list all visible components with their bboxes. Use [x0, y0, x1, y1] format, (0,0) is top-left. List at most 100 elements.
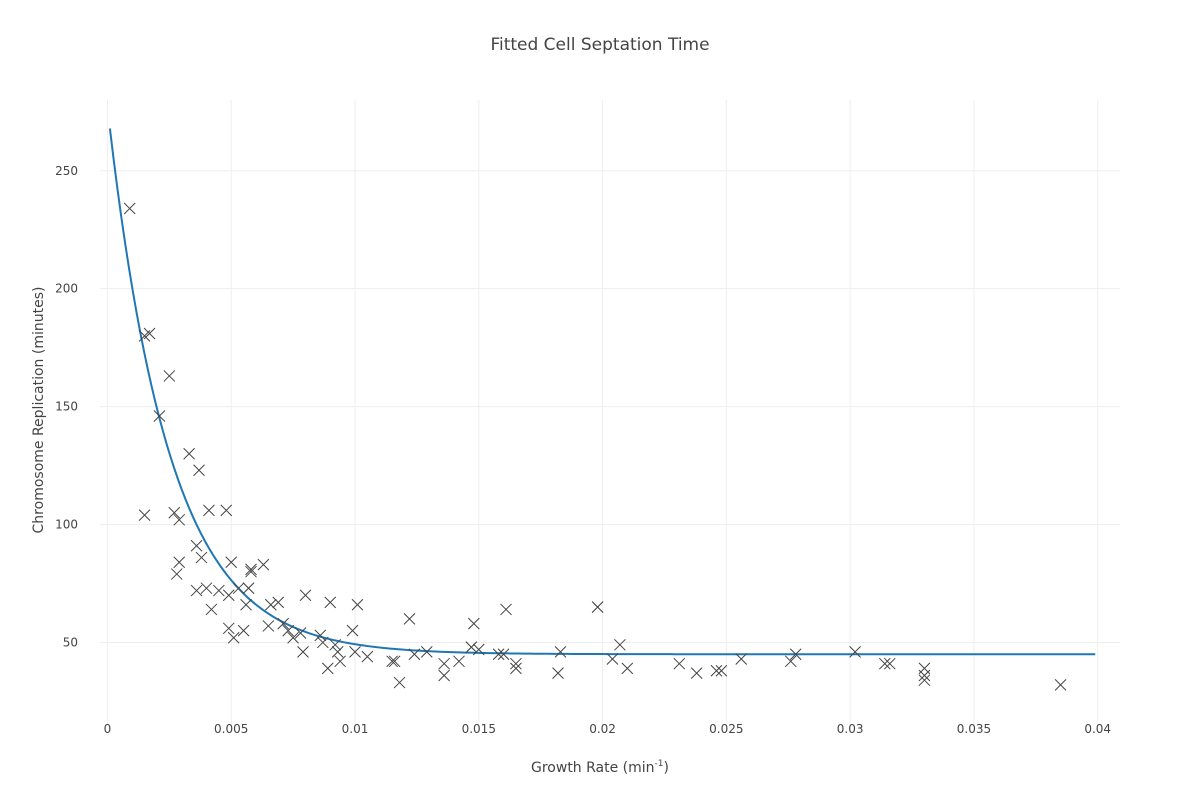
- data-point: [294, 627, 307, 639]
- data-point: [438, 669, 450, 682]
- data-point: [190, 539, 203, 552]
- data-point: [388, 655, 401, 668]
- data-point: [500, 603, 512, 616]
- data-point: [170, 568, 183, 580]
- data-point: [472, 643, 485, 656]
- data-point: [220, 504, 233, 517]
- data-point: [153, 410, 166, 422]
- data-point: [492, 648, 505, 661]
- data-point: [918, 662, 931, 675]
- data-point: [673, 657, 686, 670]
- data-point: [222, 622, 235, 635]
- data-point: [277, 617, 290, 630]
- x-axis-label-superscript: -1: [655, 759, 664, 769]
- data-point: [316, 636, 329, 649]
- data-point: [510, 662, 522, 675]
- data-point: [138, 509, 151, 521]
- data-point: [408, 648, 421, 661]
- data-point: [264, 598, 277, 611]
- data-point: [849, 646, 861, 658]
- data-point: [334, 655, 346, 668]
- data-point: [331, 646, 344, 658]
- tick-layer: 0 0.005 0.01 0.015 0.02 0.025 0.03 0.035 0.04 50 1…: [55, 164, 1111, 736]
- y-tick-label: 100: [55, 518, 78, 532]
- data-point: [349, 646, 361, 658]
- data-point: [918, 674, 931, 687]
- data-point: [299, 589, 312, 602]
- data-point: [465, 641, 478, 654]
- data-point: [1054, 679, 1067, 691]
- data-point: [123, 202, 136, 215]
- data-point: [361, 650, 374, 663]
- data-point: [346, 624, 359, 637]
- x-tick-label: 0.02: [589, 722, 616, 736]
- data-point: [205, 603, 218, 616]
- data-point: [314, 629, 327, 642]
- data-point: [200, 582, 213, 595]
- x-tick-label: 0.03: [837, 722, 864, 736]
- data-point: [282, 624, 295, 637]
- y-tick-label: 250: [55, 164, 78, 178]
- marker-layer: [123, 202, 1067, 691]
- data-point: [351, 598, 364, 611]
- data-point: [420, 646, 433, 658]
- data-point: [467, 617, 480, 630]
- data-point: [710, 664, 723, 677]
- data-point: [168, 506, 181, 519]
- x-tick-label: 0.015: [462, 722, 496, 736]
- data-point: [297, 646, 309, 658]
- data-point: [232, 582, 245, 595]
- data-point: [245, 563, 257, 576]
- x-tick-label: 0.01: [342, 722, 369, 736]
- data-point: [554, 646, 567, 658]
- data-point: [453, 655, 465, 668]
- x-axis-label-main: Growth Rate (min: [531, 760, 655, 776]
- chart-title: Fitted Cell Septation Time: [490, 35, 709, 55]
- data-point: [173, 556, 186, 569]
- data-point: [190, 584, 203, 597]
- y-tick-label: 150: [55, 400, 78, 414]
- data-point: [510, 657, 522, 670]
- data-point: [878, 657, 891, 670]
- data-point: [257, 558, 270, 571]
- data-point: [690, 667, 703, 679]
- x-tick-label: 0.025: [709, 722, 743, 736]
- data-point: [163, 370, 176, 382]
- data-point: [497, 648, 510, 661]
- y-tick-label: 50: [63, 635, 78, 649]
- x-axis-label-end: ): [664, 760, 669, 776]
- data-point: [237, 624, 250, 637]
- data-point: [614, 638, 626, 651]
- x-tick-label: 0.04: [1084, 722, 1111, 736]
- x-tick-label: 0: [104, 722, 112, 736]
- data-point: [621, 662, 634, 675]
- x-tick-label: 0.005: [214, 722, 248, 736]
- data-point: [329, 638, 342, 651]
- y-tick-label: 200: [55, 282, 78, 296]
- y-axis-label: Chromosome Replication (minutes): [31, 287, 47, 534]
- fit-curve: [108, 128, 1096, 656]
- data-point: [606, 653, 619, 665]
- data-point: [735, 653, 748, 665]
- data-point: [245, 565, 257, 578]
- data-point: [438, 657, 450, 670]
- data-point: [321, 662, 334, 675]
- data-point: [222, 589, 235, 602]
- data-point: [173, 513, 186, 526]
- data-point: [242, 582, 255, 595]
- data-point: [203, 504, 215, 517]
- data-point: [591, 601, 604, 613]
- data-point: [386, 655, 398, 668]
- data-point: [262, 620, 275, 632]
- data-point: [403, 613, 416, 625]
- data-point: [227, 631, 240, 644]
- x-tick-label: 0.035: [957, 722, 991, 736]
- grid-layer: [100, 100, 1120, 725]
- data-point: [287, 631, 299, 644]
- data-point: [193, 464, 205, 477]
- data-point: [272, 596, 285, 609]
- data-point: [212, 584, 225, 597]
- data-point: [195, 551, 208, 564]
- data-point: [552, 667, 564, 679]
